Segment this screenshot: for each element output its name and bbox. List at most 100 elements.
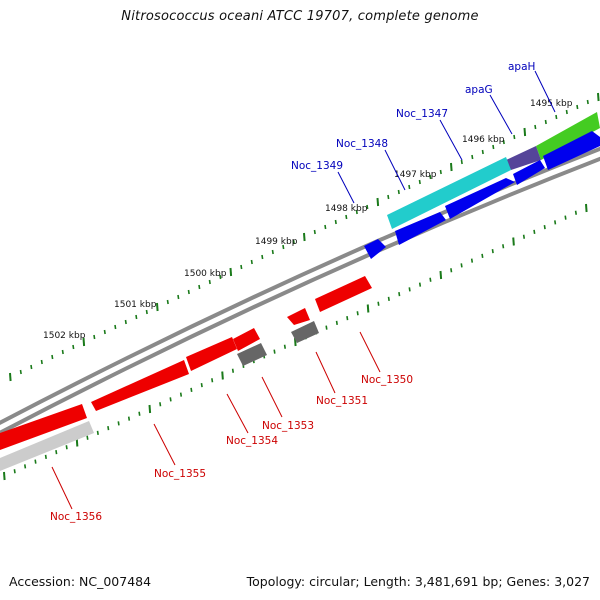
- scale-label: 1502 kbp: [43, 331, 86, 341]
- scale-tick: [460, 263, 463, 268]
- scale-tick: [30, 364, 33, 370]
- scale-tick: [450, 268, 453, 273]
- feature-grey-1351[interactable]: [291, 321, 319, 343]
- scale-tick: [544, 119, 547, 125]
- scale-tick: [208, 279, 211, 285]
- feature-green[interactable]: [536, 112, 600, 160]
- scale-tick: [103, 329, 106, 335]
- scale-tick: [61, 349, 64, 355]
- scale-tick: [44, 454, 47, 459]
- scale-tick: [93, 334, 96, 340]
- scale-tick: [166, 299, 169, 305]
- scale-label: 1496 kbp: [462, 135, 505, 145]
- gene-arrow-apaH[interactable]: [543, 131, 600, 170]
- gene-arrow-Noc_1349a[interactable]: [395, 212, 446, 245]
- scale-tick: [576, 104, 579, 110]
- gene-arrow-Noc_1349b[interactable]: [364, 239, 386, 259]
- feature-teal-Noc_1347[interactable]: [387, 157, 511, 229]
- gene-arrow-Noc_1354[interactable]: [186, 337, 237, 371]
- scale-tick: [366, 304, 370, 313]
- scale-tick: [429, 174, 432, 180]
- scale-tick: [138, 411, 141, 416]
- gene-arrow-Noc_1355[interactable]: [91, 360, 189, 411]
- scale-tick: [512, 237, 515, 246]
- scale-tick: [55, 449, 58, 455]
- scale-tick: [273, 349, 276, 354]
- scale-tick: [86, 435, 89, 440]
- scale-tick: [543, 225, 546, 230]
- scale-tick: [387, 194, 390, 200]
- scale-tick: [450, 162, 453, 172]
- scale-tick: [366, 204, 369, 210]
- scale-tick: [96, 430, 99, 436]
- gene-arrow-Noc_1356[interactable]: [0, 404, 87, 450]
- scale-tick: [492, 144, 495, 150]
- scale-tick: [23, 464, 27, 469]
- gene-label-Noc_1351[interactable]: Noc_1351: [316, 395, 368, 407]
- scale-tick: [156, 302, 159, 312]
- scale-tick: [418, 282, 422, 287]
- gene-label-Noc_1354[interactable]: Noc_1354: [226, 435, 278, 447]
- scale-tick: [470, 258, 474, 263]
- scale-tick: [555, 114, 558, 120]
- gene-label-Noc_1356[interactable]: Noc_1356: [50, 511, 102, 523]
- feature-grey-1353[interactable]: [237, 343, 267, 366]
- gene-label-apaH[interactable]: apaH: [508, 61, 535, 73]
- scale-tick: [522, 234, 526, 239]
- scale-tick: [159, 402, 162, 407]
- gene-label-Noc_1350[interactable]: Noc_1350: [361, 374, 413, 386]
- backbone-inner-line: [0, 156, 600, 436]
- gene-arrow-Noc_1348[interactable]: [445, 178, 515, 219]
- scale-tick: [114, 324, 117, 330]
- scale-tick: [135, 314, 138, 320]
- scale-tick: [502, 139, 505, 145]
- scale-tick: [502, 244, 505, 249]
- scale-tick: [586, 99, 589, 105]
- gene-arrow-Noc_1350[interactable]: [315, 276, 372, 312]
- scale-tick: [221, 371, 224, 380]
- gene-labels: apaH apaG Noc_1347 Noc_1348 Noc_1349 Noc…: [50, 61, 535, 523]
- scale-tick: [19, 369, 22, 375]
- accession-label: Accession: NC_007484: [9, 574, 152, 589]
- scale-tick: [398, 292, 401, 297]
- scale-tick: [324, 224, 327, 230]
- topology-summary: Topology: circular; Length: 3,481,691 bp…: [246, 574, 590, 589]
- scale-tick: [211, 378, 214, 383]
- scale-tick: [240, 264, 243, 270]
- scale-tick: [13, 469, 16, 474]
- feature-lightgrey-1356[interactable]: [0, 421, 94, 471]
- gene-label-Noc_1353[interactable]: Noc_1353: [262, 420, 314, 432]
- scale-tick: [471, 154, 474, 160]
- scale-tick: [9, 372, 12, 382]
- scale-tick: [72, 344, 75, 350]
- scale-tick: [65, 445, 68, 450]
- scale-tick: [481, 253, 484, 258]
- scale-tick: [177, 294, 180, 300]
- scale-tick: [169, 397, 172, 402]
- gene-label-Noc_1347[interactable]: Noc_1347: [396, 108, 448, 120]
- scale-tick: [261, 254, 264, 260]
- gene-label-Noc_1349[interactable]: Noc_1349: [291, 160, 343, 172]
- scale-tick: [408, 184, 411, 190]
- scale-tick: [250, 259, 253, 265]
- scale-tick: [513, 134, 516, 140]
- feature-purple-apaG[interactable]: [506, 146, 541, 170]
- scale-tick: [51, 354, 54, 360]
- scale-tick: [564, 215, 567, 220]
- gene-arrow-Noc_1351[interactable]: [287, 308, 310, 325]
- scale-tick: [418, 179, 421, 185]
- scale-tick: [335, 320, 338, 325]
- scale-tick: [533, 229, 536, 235]
- gene-arrow-Noc_1353[interactable]: [233, 328, 260, 351]
- scale-tick: [345, 214, 348, 220]
- gene-label-apaG[interactable]: apaG: [465, 84, 493, 96]
- scale-tick: [117, 421, 120, 426]
- gene-label-Noc_1355[interactable]: Noc_1355: [154, 468, 206, 480]
- scale-tick: [439, 270, 443, 280]
- gene-label-Noc_1348[interactable]: Noc_1348: [336, 138, 388, 150]
- scale-tick: [292, 239, 295, 245]
- gene-arrow-Noc_1347[interactable]: [513, 160, 545, 185]
- scale-tick: [145, 309, 148, 315]
- scale-tick: [198, 284, 201, 290]
